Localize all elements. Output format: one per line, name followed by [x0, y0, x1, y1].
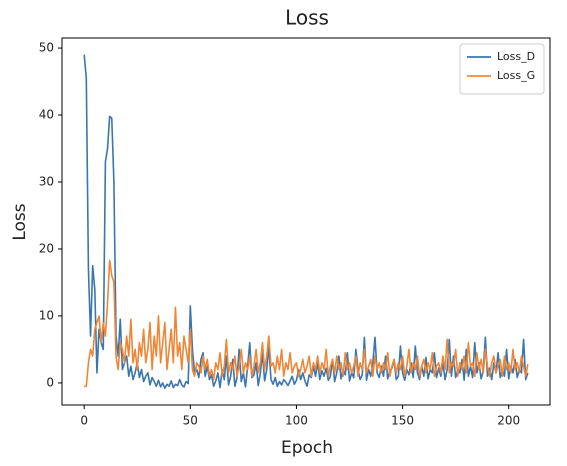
chart-title: Loss [285, 6, 329, 30]
legend-label: Loss_G [497, 69, 535, 82]
y-tick-label: 30 [39, 174, 54, 188]
y-tick-label: 10 [39, 308, 54, 322]
x-tick-label: 200 [497, 414, 520, 428]
y-tick-label: 50 [39, 41, 54, 55]
legend-label: Loss_D [497, 50, 535, 63]
y-axis-label: Loss [10, 203, 30, 240]
y-tick-label: 0 [46, 375, 54, 389]
series-line [84, 259, 529, 388]
y-tick-label: 20 [39, 241, 54, 255]
x-tick-label: 100 [285, 414, 308, 428]
x-tick-label: 150 [391, 414, 414, 428]
y-tick-label: 40 [39, 108, 54, 122]
x-tick-label: 0 [80, 414, 88, 428]
x-axis-label: Epoch [281, 438, 333, 458]
plot-frame [61, 37, 551, 406]
x-tick-label: 50 [183, 414, 198, 428]
